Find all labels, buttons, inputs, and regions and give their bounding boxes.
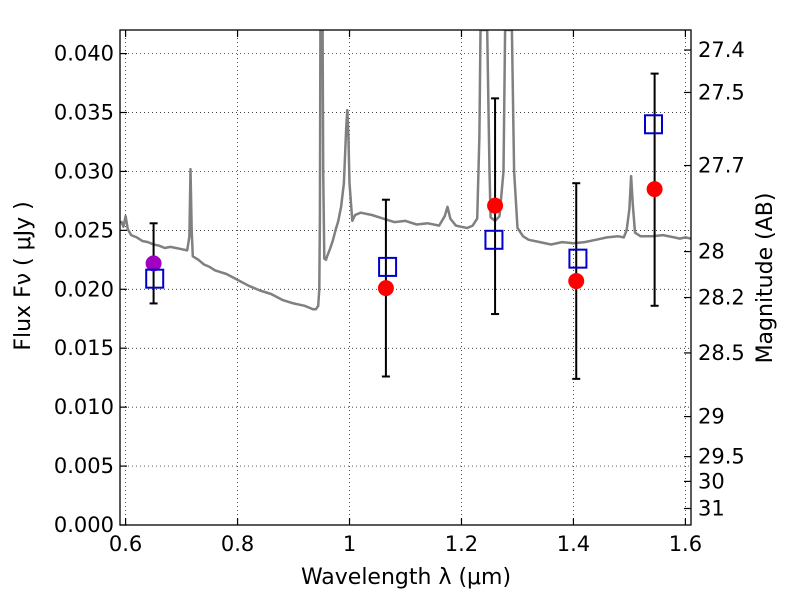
data-point-circle [568,273,585,290]
y-tick-label: 0.035 [54,101,114,125]
magnitude-tick-label: 27.7 [698,154,745,178]
magnitude-tick-label: 27.4 [698,38,745,62]
plot-frame [119,29,692,526]
data-point-square [484,229,504,250]
magnitude-tick-label: 28.2 [698,286,745,310]
x-axis-label: Wavelength λ (μm) [301,565,511,590]
data-point-square [378,256,398,277]
data-point-circle [646,181,663,198]
x-tick-label: 0.8 [221,532,254,556]
y-tick-label: 0.030 [54,159,114,183]
y-tick-label: 0.040 [54,42,114,66]
magnitude-tick-label: 28 [698,240,725,264]
x-tick-label: 1.2 [445,532,478,556]
data-point-circle [377,280,394,297]
magnitude-tick-label: 29 [698,405,725,429]
y-tick-label: 0.025 [54,218,114,242]
magnitude-tick-label: 31 [698,497,725,521]
data-point-square [568,248,588,269]
axis-layer: 0.6 0.8 1 1.2 1.4 1.6 0.000 0.005 0.010 0.015 0.02… [54,29,745,556]
data-point-square [643,114,663,135]
magnitude-tick-label: 28.5 [698,341,745,365]
x-tick-label: 1.6 [669,532,702,556]
y-tick-label: 0.015 [54,336,114,360]
y-tick-label: 0.000 [54,513,114,537]
magnitude-tick-label: 29.5 [698,445,745,469]
y-tick-label: 0.020 [54,277,114,301]
y-tick-label: 0.005 [54,454,114,478]
data-point-square [145,268,165,289]
y-tick-label: 0.010 [54,395,114,419]
right-y-axis-label: Magnitude (AB) [753,193,778,364]
magnitude-tick-label: 30 [698,469,725,493]
data-point-circle [487,197,504,214]
y-axis-label: Flux Fν ( μJy ) [11,201,36,350]
x-tick-label: 0.6 [109,532,142,556]
x-tick-label: 1 [343,532,356,556]
plot-layer [120,30,691,380]
x-tick-label: 1.4 [557,532,590,556]
model-spectrum-line [120,30,691,311]
grid-layer [120,30,691,526]
data-point-circle [145,255,162,272]
magnitude-tick-label: 27.5 [698,80,745,104]
